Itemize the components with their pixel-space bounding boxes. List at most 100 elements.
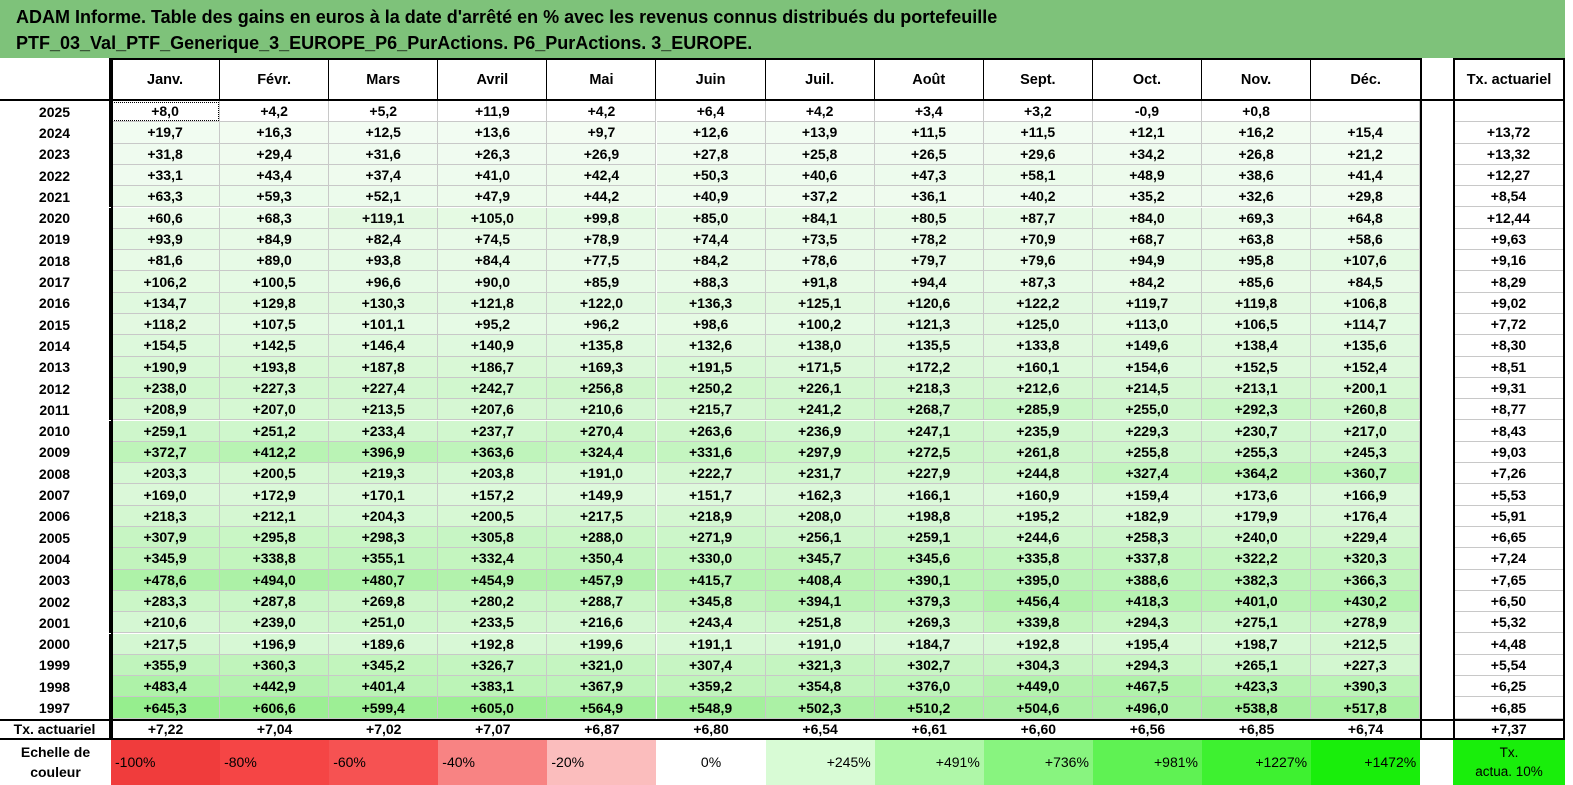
- color-scale-step: +1227%: [1202, 739, 1312, 785]
- table-row: 1998 +483,4 +442,9 +401,4 +383,1 +367,9 +359,2…: [0, 676, 1565, 698]
- table-row: 2010 +259,1 +251,2 +233,4 +237,7 +270,4 +263,6…: [0, 420, 1565, 442]
- table-cell: +338,8: [220, 548, 330, 570]
- table-cell: +366,3: [1311, 569, 1421, 591]
- table-cell: +321,3: [765, 654, 875, 677]
- table-cell: +247,1: [874, 420, 984, 442]
- table-cell: +16,2: [1202, 122, 1312, 144]
- table-cell: +120,6: [874, 292, 984, 314]
- table-cell: +78,2: [874, 228, 984, 251]
- table-cell: +8,0: [111, 101, 221, 123]
- month-header: Févr.: [220, 58, 330, 101]
- table-cell: [1311, 101, 1421, 123]
- table-cell: +235,9: [983, 420, 1093, 442]
- table-cell: +239,0: [220, 612, 330, 634]
- table-cell: +37,4: [329, 164, 439, 187]
- rate-cell: +8,51: [1453, 356, 1565, 378]
- table-cell: +52,1: [329, 186, 439, 208]
- table-cell: +37,2: [765, 186, 875, 208]
- table-cell: +16,3: [220, 122, 330, 144]
- table-cell: +142,5: [220, 335, 330, 357]
- table-cell: +195,2: [983, 505, 1093, 527]
- table-cell: +483,4: [111, 676, 221, 698]
- table-cell: +408,4: [765, 569, 875, 591]
- table-cell: +50,3: [656, 164, 766, 187]
- table-cell: +326,7: [438, 654, 548, 677]
- color-scale-step: -20%: [547, 739, 657, 785]
- rate-header: Tx. actuariel: [1453, 58, 1565, 101]
- table-cell: +33,1: [111, 164, 221, 187]
- table-cell: +599,4: [329, 697, 439, 719]
- table-cell: +9,7: [547, 122, 657, 144]
- table-cell: +480,7: [329, 569, 439, 591]
- table-cell: +93,8: [329, 250, 439, 272]
- table-cell: +237,7: [438, 420, 548, 442]
- table-cell: +200,5: [220, 463, 330, 485]
- table-cell: +382,3: [1202, 569, 1312, 591]
- year-label: 2024: [0, 122, 111, 144]
- color-scale-row: Echelle de couleur -100% -80% -60% -40% -20% 0%…: [0, 739, 1565, 785]
- table-cell: +394,1: [765, 590, 875, 613]
- table-row: 2000 +217,5 +196,9 +189,6 +192,8 +199,6 +191,1…: [0, 633, 1565, 655]
- table-cell: +82,4: [329, 228, 439, 251]
- month-header: Déc.: [1311, 58, 1421, 101]
- table-cell: +85,6: [1202, 271, 1312, 293]
- table-cell: +332,4: [438, 548, 548, 570]
- table-row: 2006 +218,3 +212,1 +204,3 +200,5 +217,5 +218,9…: [0, 505, 1565, 527]
- table-cell: +79,7: [874, 250, 984, 272]
- table-cell: +80,5: [874, 207, 984, 229]
- table-cell: +101,1: [329, 314, 439, 336]
- month-header: Oct.: [1092, 58, 1202, 101]
- table-cell: +149,9: [547, 484, 657, 506]
- table-cell: +337,8: [1092, 548, 1202, 570]
- table-cell: +96,6: [329, 271, 439, 293]
- table-cell: +345,6: [874, 548, 984, 570]
- color-scale-step: 0%: [656, 739, 766, 785]
- table-cell: +350,4: [547, 548, 657, 570]
- table-cell: +171,5: [765, 356, 875, 378]
- table-cell: +58,1: [983, 164, 1093, 187]
- table-cell: +96,2: [547, 314, 657, 336]
- table-cell: +140,9: [438, 335, 548, 357]
- table-cell: +367,9: [547, 676, 657, 698]
- year-label: 2015: [0, 314, 111, 336]
- table-cell: +130,3: [329, 292, 439, 314]
- table-cell: +3,2: [983, 101, 1093, 123]
- table-cell: +138,0: [765, 335, 875, 357]
- table-cell: +73,5: [765, 228, 875, 251]
- table-cell: +244,8: [983, 463, 1093, 485]
- table-cell: +227,3: [1311, 654, 1421, 677]
- table-cell: +154,5: [111, 335, 221, 357]
- table-cell: +207,6: [438, 399, 548, 421]
- year-label: 2011: [0, 399, 111, 421]
- table-cell: +271,9: [656, 527, 766, 549]
- footer-cell: +6,85: [1202, 720, 1312, 738]
- table-cell: +84,4: [438, 250, 548, 272]
- table-row: 2016 +134,7 +129,8 +130,3 +121,8 +122,0 +136,3…: [0, 292, 1565, 314]
- table-cell: +3,4: [874, 101, 984, 123]
- table-cell: +191,1: [656, 633, 766, 655]
- table-cell: +105,0: [438, 207, 548, 229]
- table-cell: -0,9: [1092, 101, 1202, 123]
- year-label: 2025: [0, 101, 111, 123]
- table-cell: +170,1: [329, 484, 439, 506]
- table-row: 2020 +60,6 +68,3 +119,1 +105,0 +99,8 +85,0 +84,…: [0, 207, 1565, 229]
- table-cell: +240,0: [1202, 527, 1312, 549]
- year-label: 2017: [0, 271, 111, 293]
- table-cell: +278,9: [1311, 612, 1421, 634]
- table-cell: +231,7: [765, 463, 875, 485]
- table-cell: +84,2: [1092, 271, 1202, 293]
- year-label: 2020: [0, 207, 111, 229]
- month-header: Juil.: [765, 58, 875, 101]
- table-cell: +390,3: [1311, 676, 1421, 698]
- table-cell: +192,8: [983, 633, 1093, 655]
- table-cell: +138,4: [1202, 335, 1312, 357]
- table-cell: +496,0: [1092, 697, 1202, 719]
- table-cell: +179,9: [1202, 505, 1312, 527]
- table-cell: +58,6: [1311, 228, 1421, 251]
- table-cell: +35,2: [1092, 186, 1202, 208]
- table-cell: +376,0: [874, 676, 984, 698]
- table-cell: +304,3: [983, 654, 1093, 677]
- rate-cell: +5,32: [1453, 612, 1565, 634]
- table-cell: +29,8: [1311, 186, 1421, 208]
- table-cell: +191,0: [547, 463, 657, 485]
